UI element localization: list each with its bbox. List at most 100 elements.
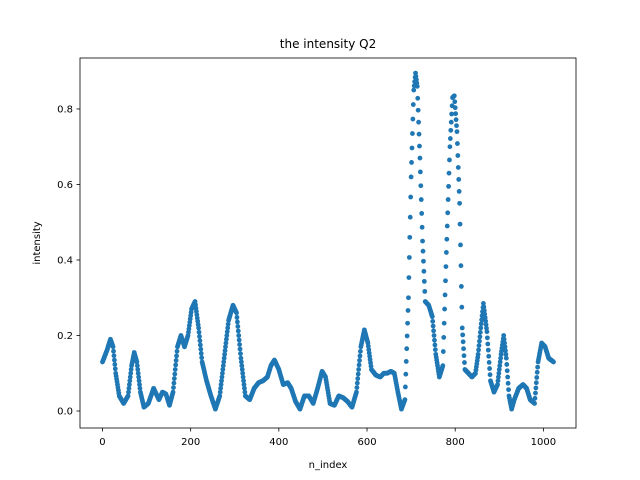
data-point — [497, 363, 503, 369]
data-point — [221, 355, 227, 361]
data-point — [477, 338, 482, 344]
data-point — [199, 355, 205, 361]
data-point — [443, 250, 449, 255]
data-point — [442, 292, 448, 298]
data-point — [441, 334, 447, 340]
x-tick-label: 1000 — [531, 437, 556, 448]
data-point — [454, 129, 460, 135]
data-point — [241, 382, 247, 387]
data-point — [235, 324, 241, 329]
data-point — [407, 214, 413, 220]
data-point — [457, 221, 463, 227]
data-point — [447, 136, 453, 141]
data-point — [459, 304, 465, 310]
data-point — [415, 95, 421, 101]
data-point — [487, 372, 493, 378]
data-point — [476, 343, 482, 348]
data-point — [225, 325, 231, 331]
data-point — [234, 314, 240, 320]
data-point — [460, 339, 466, 345]
data-point — [457, 200, 463, 206]
data-point — [458, 263, 464, 269]
data-point — [487, 366, 492, 371]
data-point — [198, 346, 204, 352]
data-point — [217, 393, 223, 399]
data-point — [112, 362, 118, 367]
data-point — [239, 363, 245, 369]
data-point — [458, 284, 464, 289]
data-point — [502, 344, 508, 350]
data-point — [136, 374, 142, 380]
data-point — [454, 123, 459, 129]
plot-area — [80, 58, 576, 428]
data-point — [240, 370, 246, 376]
data-point — [173, 358, 179, 363]
data-point — [451, 93, 457, 99]
data-point — [110, 344, 116, 350]
data-point — [496, 367, 502, 372]
data-point — [405, 320, 410, 326]
data-point — [136, 378, 142, 384]
data-point — [533, 390, 538, 396]
data-point — [506, 387, 511, 393]
data-point — [432, 337, 437, 343]
data-point — [475, 351, 481, 357]
data-point — [174, 348, 180, 354]
data-point — [431, 328, 436, 334]
data-point — [219, 378, 224, 384]
data-point — [418, 197, 424, 202]
data-point — [223, 336, 229, 342]
data-point — [241, 378, 246, 384]
data-point — [174, 353, 179, 359]
data-point — [357, 353, 363, 359]
data-point — [171, 385, 176, 390]
data-point — [461, 353, 467, 359]
data-point — [220, 363, 226, 369]
data-point — [408, 194, 414, 200]
data-point — [504, 362, 510, 367]
data-point — [448, 127, 454, 133]
data-point — [237, 346, 243, 352]
data-point — [460, 332, 466, 338]
data-point — [128, 370, 134, 376]
data-point — [414, 83, 420, 89]
data-point — [478, 325, 484, 331]
data-point — [234, 310, 239, 316]
data-point — [355, 376, 361, 381]
data-point — [126, 389, 131, 395]
data-point — [356, 362, 362, 368]
data-point — [410, 116, 416, 122]
data-point — [411, 87, 417, 93]
data-point — [220, 367, 226, 372]
data-point — [443, 278, 448, 284]
data-point — [440, 349, 446, 354]
data-point — [417, 143, 422, 149]
y-axis: 0.0 0.2 0.4 0.6 0.8 — [57, 104, 80, 418]
data-point — [111, 348, 116, 354]
data-point — [238, 355, 244, 361]
y-tick-label: 0.4 — [57, 255, 73, 266]
data-point — [238, 359, 244, 365]
data-point — [421, 278, 427, 284]
data-point — [197, 338, 203, 344]
data-point — [171, 376, 177, 381]
data-point — [198, 351, 204, 356]
data-point — [222, 348, 228, 353]
data-point — [219, 374, 225, 380]
data-point — [448, 119, 454, 125]
data-point — [172, 367, 178, 372]
data-point — [447, 157, 452, 163]
data-point — [455, 153, 461, 158]
data-point — [503, 348, 508, 353]
data-point — [483, 322, 489, 328]
data-point — [532, 395, 538, 401]
data-point — [431, 333, 437, 338]
x-tick-label: 200 — [181, 437, 200, 448]
data-point — [172, 371, 178, 377]
data-point — [430, 323, 436, 329]
data-point — [238, 351, 243, 357]
data-point — [126, 385, 132, 391]
data-point — [486, 360, 492, 365]
data-point — [443, 264, 449, 269]
data-point — [111, 357, 117, 363]
